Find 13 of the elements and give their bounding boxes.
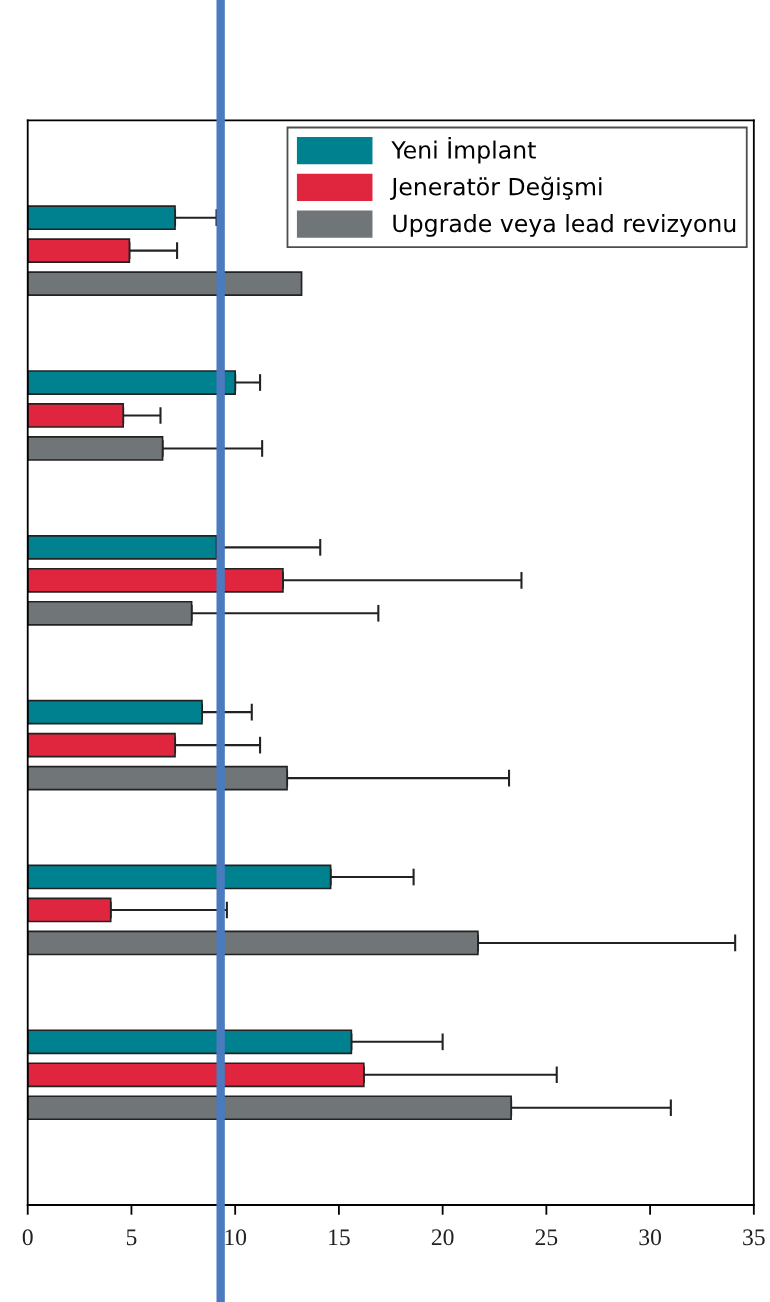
x-tick-label: 15 bbox=[329, 1229, 350, 1246]
x-tick-label: 25 bbox=[535, 1229, 558, 1246]
legend-label: Upgrade veya lead revizyonu bbox=[393, 213, 736, 237]
legend-label: Yeni İmplant bbox=[391, 136, 536, 164]
bar bbox=[27, 271, 303, 296]
bar bbox=[27, 534, 218, 560]
x-tick-label: 20 bbox=[431, 1229, 454, 1246]
legend-label: Jeneratör Değişmi bbox=[390, 176, 602, 201]
x-tick-label: 5 bbox=[126, 1229, 137, 1246]
x-tick-label: 35 bbox=[743, 1229, 765, 1246]
x-tick-label: 0 bbox=[22, 1229, 33, 1246]
x-tick-label: 10 bbox=[225, 1229, 247, 1246]
x-tick-label: 30 bbox=[639, 1229, 662, 1246]
